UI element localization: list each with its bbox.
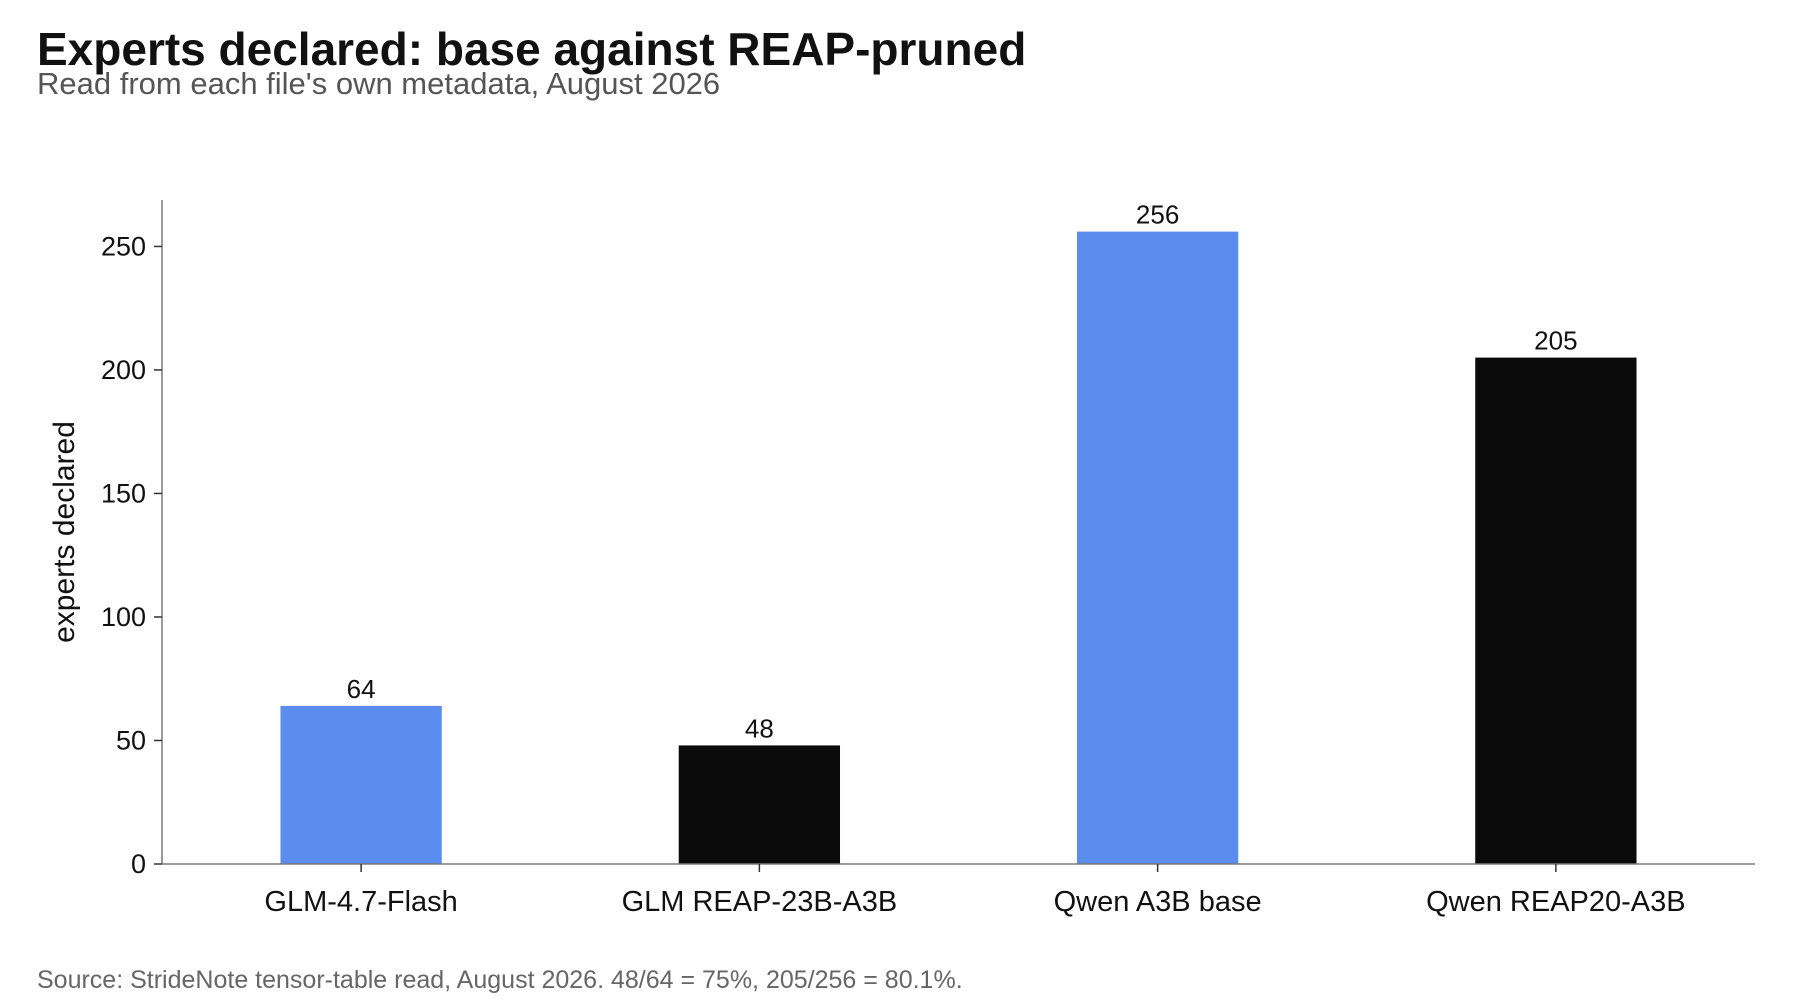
y-tick-label: 100 — [101, 602, 146, 632]
bar — [280, 705, 442, 864]
x-tick-label: GLM-4.7-Flash — [264, 886, 457, 918]
y-axis: 0 50 100 150 200 250 — [101, 200, 163, 879]
x-axis: GLM-4.7-Flash GLM REAP-23B-A3B Qwen A3B ba… — [162, 863, 1755, 918]
bar-value-label: 48 — [745, 713, 774, 743]
y-tick-label: 250 — [101, 231, 146, 261]
bar — [1076, 231, 1239, 865]
chart-title: Experts declared: base against REAP-prun… — [37, 23, 1027, 75]
bar-value-label: 256 — [1136, 200, 1179, 230]
y-axis-title: experts declared — [48, 421, 81, 643]
chart-subtitle: Read from each file's own metadata, Augu… — [37, 66, 721, 101]
y-tick-label: 50 — [116, 725, 146, 755]
source-note: Source: StrideNote tensor-table read, Au… — [37, 966, 963, 994]
x-tick-label: Qwen REAP20-A3B — [1426, 886, 1686, 918]
x-tick-label: GLM REAP-23B-A3B — [622, 886, 898, 918]
y-tick-label: 150 — [101, 478, 146, 508]
bar — [678, 745, 841, 864]
bar — [1475, 357, 1637, 864]
y-tick-label: 0 — [131, 849, 146, 879]
y-tick-label: 200 — [101, 355, 146, 385]
bars: 64 48 256 205 — [280, 200, 1637, 865]
bar-value-label: 64 — [347, 674, 376, 704]
x-tick-label: Qwen A3B base — [1054, 886, 1262, 918]
bar-value-label: 205 — [1534, 326, 1577, 356]
